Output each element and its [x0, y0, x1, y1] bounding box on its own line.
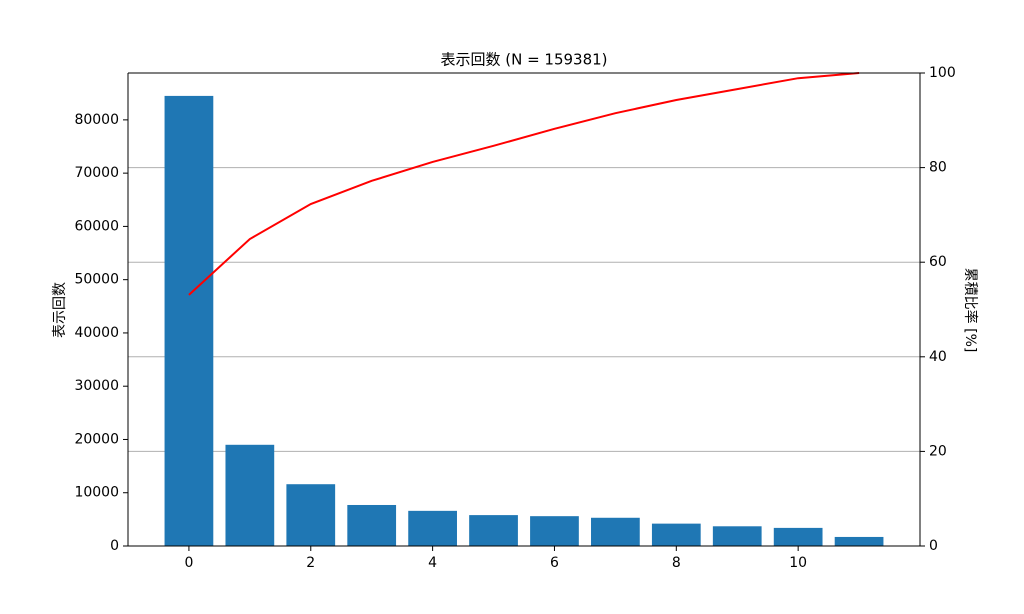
- y-tick-label: 40000: [74, 325, 119, 341]
- y2-tick-label: 20: [929, 443, 947, 459]
- bar: [834, 536, 884, 546]
- bar: [347, 504, 397, 546]
- y2-axis-label: 累積比率 [%]: [962, 268, 979, 353]
- x-tick-label: 2: [306, 555, 315, 571]
- y-tick-label: 0: [110, 538, 119, 554]
- y2-tick-label: 40: [929, 349, 947, 365]
- bar: [164, 95, 214, 546]
- bar: [469, 515, 518, 546]
- chart-title: 表示回数 (N = 159381): [440, 51, 607, 69]
- bar: [530, 516, 579, 546]
- y-tick-label: 30000: [74, 378, 119, 394]
- y2-tick-label: 80: [929, 160, 947, 176]
- bar: [286, 484, 336, 546]
- cumulative-line: [188, 72, 860, 296]
- bar: [773, 527, 823, 546]
- y-axis-label: 表示回数: [52, 282, 68, 338]
- x-tick-label: 8: [672, 555, 681, 571]
- x-tick-label: 6: [550, 555, 559, 571]
- bar: [591, 517, 640, 546]
- y2-tick-label: 60: [929, 254, 947, 270]
- y2-tick-label: 0: [929, 538, 938, 554]
- bar: [408, 510, 457, 546]
- x-tick-label: 0: [184, 555, 193, 571]
- bar: [225, 444, 275, 546]
- y2-tick-label: 100: [929, 65, 956, 81]
- y-tick-label: 10000: [74, 485, 119, 501]
- bar: [651, 523, 701, 546]
- bar: [712, 526, 762, 546]
- y-tick-label: 70000: [74, 165, 119, 181]
- y-tick-label: 60000: [74, 218, 119, 234]
- x-tick-label: 4: [428, 555, 437, 571]
- y-tick-label: 80000: [74, 112, 119, 128]
- x-tick-label: 10: [789, 555, 807, 571]
- y-tick-label: 50000: [74, 272, 119, 288]
- y-tick-label: 20000: [74, 431, 119, 447]
